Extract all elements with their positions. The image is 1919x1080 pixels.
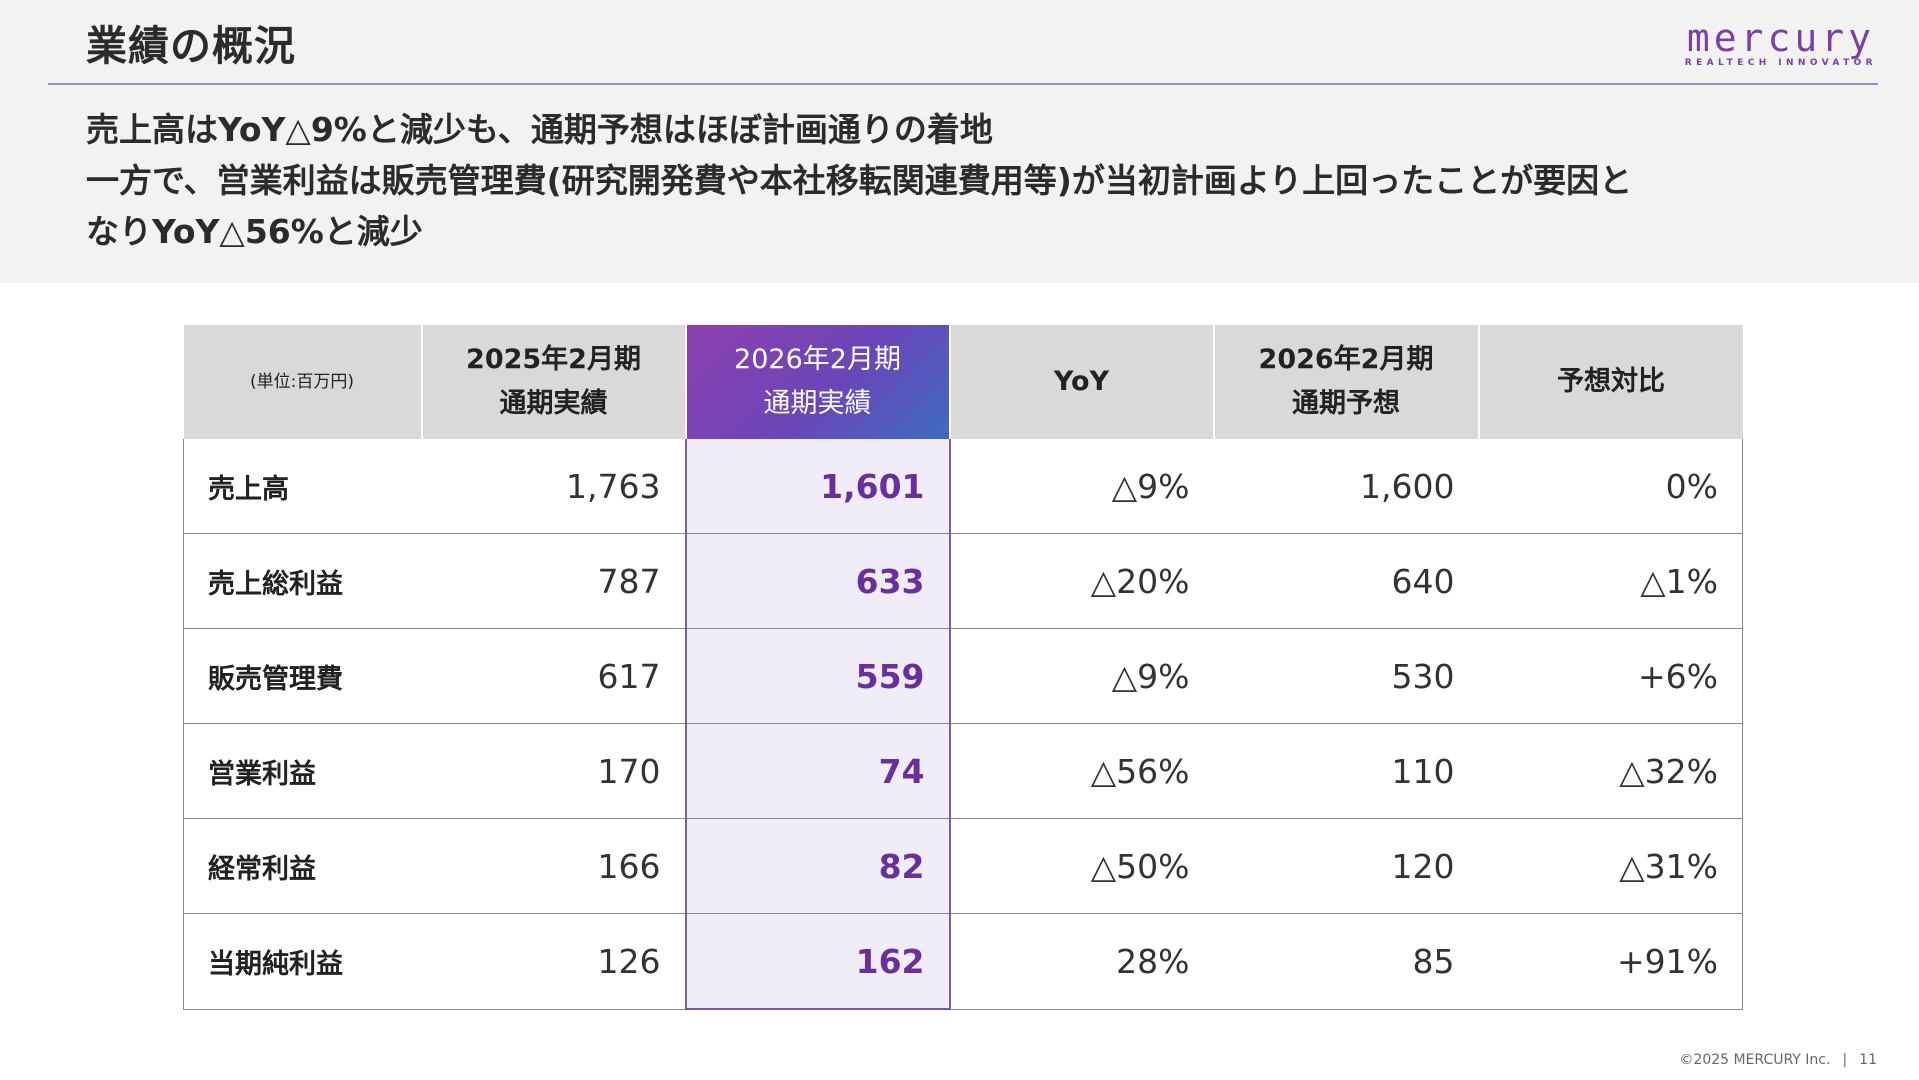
table-cell-highlight: 162 [684,913,951,1010]
table-cell: △56% [949,723,1214,819]
table-cell-highlight: 1,601 [684,439,951,534]
table-row: 売上高 1,763 1,601 △9% 1,600 0% [183,439,1743,534]
col-header-line: 予想対比 [1557,366,1665,397]
table-cell-highlight: 74 [684,723,951,819]
table-cell: 28% [949,913,1214,1010]
table-cell: 170 [421,723,686,819]
page-title: 業績の概況 [86,22,296,70]
col-header-fy2026-actual: 2026年2月期 通期実績 [685,325,951,439]
table-cell: 85 [1213,913,1479,1010]
table-header-row: (単位:百万円) 2025年2月期 通期実績 2026年2月期 通期実績 YoY… [183,325,1743,439]
table-cell: 530 [1213,628,1479,724]
row-label: 経常利益 [183,818,422,914]
footer-separator: | [1842,1052,1848,1068]
row-label: 販売管理費 [183,628,422,724]
table-cell: △1% [1478,533,1743,629]
table-cell: 120 [1213,818,1479,914]
unit-label: (単位:百万円) [183,325,423,439]
table-cell: +6% [1478,628,1743,724]
logo-tagline: REALTECH INNOVATOR [1684,58,1877,68]
row-label: 営業利益 [183,723,422,819]
col-header-fy2026-forecast: 2026年2月期 通期予想 [1213,325,1480,439]
table-row: 当期純利益 126 162 28% 85 +91% [183,913,1743,1010]
table-cell: △50% [949,818,1214,914]
table-row: 営業利益 170 74 △56% 110 △32% [183,723,1743,819]
col-header-line: 通期実績 [499,388,608,419]
table-cell: 166 [421,818,686,914]
table-cell: +91% [1478,913,1743,1010]
table-cell: △32% [1478,723,1743,819]
table-cell-highlight: 559 [684,628,951,724]
summary-text: 売上高はYoY△9%と減少も、通期予想はほぼ計画通りの着地 一方で、営業利益は販… [86,104,1866,257]
summary-line: なりYoY△56%と減少 [86,212,423,251]
mercury-logo: mercury REALTECH INNOVATOR [1684,16,1877,68]
table-cell: △20% [949,533,1214,629]
row-label: 売上総利益 [183,533,422,629]
col-header-vs-forecast: 予想対比 [1478,325,1743,439]
page-number: 11 [1859,1052,1877,1068]
col-header-line: 2026年2月期 [1258,344,1434,375]
summary-line: 一方で、営業利益は販売管理費(研究開発費や本社移転関連費用等)が当初計画より上回… [86,161,1633,200]
table-cell: 640 [1213,533,1479,629]
row-label: 当期純利益 [183,913,422,1010]
table-cell: △9% [949,628,1214,724]
col-header-yoy: YoY [949,325,1215,439]
summary-band [0,0,1919,283]
table-cell-highlight: 82 [684,818,951,914]
logo-wordmark: mercury [1686,16,1875,60]
row-label: 売上高 [183,439,422,534]
table-cell: △9% [949,439,1214,534]
table-cell: 1,600 [1213,439,1479,534]
title-divider [48,83,1878,85]
table-cell: 617 [421,628,686,724]
table-cell: △31% [1478,818,1743,914]
table-row: 販売管理費 617 559 △9% 530 +6% [183,628,1743,724]
table-cell: 110 [1213,723,1479,819]
table-row: 売上総利益 787 633 △20% 640 △1% [183,533,1743,629]
col-header-fy2025-actual: 2025年2月期 通期実績 [421,325,687,439]
col-header-line: 2026年2月期 [734,344,901,375]
summary-line: 売上高はYoY△9%と減少も、通期予想はほぼ計画通りの着地 [86,110,993,149]
table-cell-highlight: 633 [684,533,951,629]
results-table: (単位:百万円) 2025年2月期 通期実績 2026年2月期 通期実績 YoY… [183,325,1743,1010]
table-cell: 787 [421,533,686,629]
col-header-line: 通期予想 [1292,388,1400,419]
table-cell: 1,763 [421,439,686,534]
col-header-line: 通期実績 [763,388,872,419]
table-cell: 126 [421,913,686,1010]
table-row: 経常利益 166 82 △50% 120 △31% [183,818,1743,914]
footer: ©2025 MERCURY Inc. | 11 [1679,1052,1877,1068]
table-cell: 0% [1478,439,1743,534]
copyright-text: ©2025 MERCURY Inc. [1679,1052,1831,1068]
col-header-line: YoY [1053,366,1110,397]
col-header-line: 2025年2月期 [466,344,641,375]
